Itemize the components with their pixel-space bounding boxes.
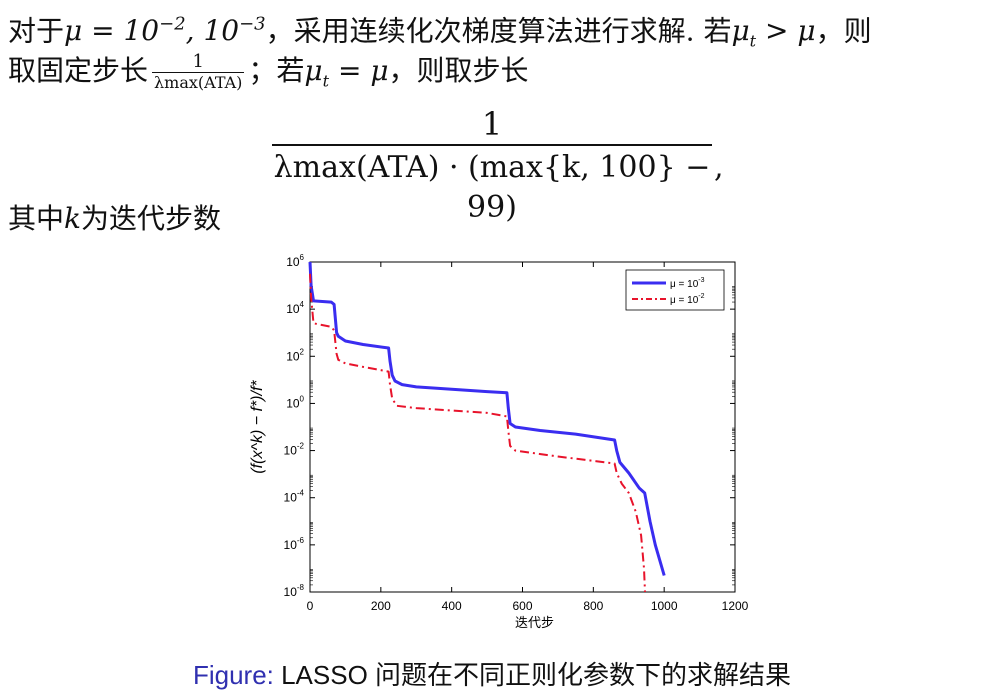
text-segment: 取固定步长 (8, 54, 149, 87)
math-gt: > μ (756, 14, 816, 48)
y-tick-label: 106 (286, 253, 304, 269)
y-axis-label: (f(x^k) − f*)/f* (249, 380, 266, 474)
text-segment: 其中 (8, 202, 65, 235)
series-line-1 (308, 261, 666, 576)
y-tick-label: 10-4 (284, 489, 305, 505)
y-tick-label: 100 (286, 394, 304, 410)
fraction-denominator: λmax(ATA) (152, 72, 245, 92)
y-tick-label: 104 (286, 300, 304, 316)
math-eq: = μ (329, 54, 389, 87)
text-segment: 对于 (8, 14, 65, 48)
x-tick-label: 800 (583, 599, 603, 613)
display-denominator: λmax(ATA) · (max{k, 100} − 99) (272, 144, 712, 228)
x-axis-label: 迭代步 (515, 615, 554, 630)
x-tick-label: 200 (371, 599, 391, 613)
display-fraction: 1 λmax(ATA) · (max{k, 100} − 99) (272, 104, 712, 228)
x-tick-label: 600 (512, 599, 532, 613)
caption-text: LASSO 问题在不同正则化参数下的求解结果 (273, 660, 792, 690)
math-mu-t-eq: μt = μ (304, 54, 389, 91)
series-line-2 (309, 273, 646, 593)
chart-root: 0 200 400 600 800 1000 1200 106 104 102 100 10-2 10-… (249, 253, 749, 630)
y-tick-label: 10-6 (284, 536, 305, 552)
math-sub-t: t (749, 31, 757, 51)
display-numerator: 1 (481, 105, 503, 143)
legend-label-1: μ = 10-3 (670, 277, 705, 290)
math-mu-values: μ = 10−2, 10−3 (64, 14, 266, 47)
text-segment: ，则取步长 (388, 54, 529, 87)
x-tick-label: 400 (442, 599, 462, 613)
y-tick-label: 102 (286, 347, 304, 363)
y-tick-label: 10-8 (284, 583, 305, 599)
math-exp-2: −3 (239, 14, 266, 35)
math-mu: μ (304, 54, 323, 87)
inline-fraction: 1 λmax(ATA) (152, 51, 245, 93)
caption-label: Figure: (192, 660, 274, 690)
legend-box (625, 269, 725, 311)
math-mu: μ (731, 14, 750, 48)
paragraph-line-1: 对于μ = 10−2, 10−3，采用连续化次梯度算法进行求解. 若μt > μ… (8, 8, 872, 59)
paragraph-line-2: 取固定步长 1 λmax(ATA) ；若μt = μ，则取步长 (8, 52, 529, 99)
math-sep: , 10 (185, 14, 240, 48)
text-segment: 为迭代步数 (80, 202, 221, 235)
text-segment: ；若 (248, 54, 305, 87)
text-segment: ，则 (815, 14, 872, 48)
y-tick-label: 10-2 (284, 442, 305, 458)
x-tick-label: 1200 (722, 599, 749, 613)
paragraph-line-3: 其中k为迭代步数 (8, 202, 221, 236)
math-exp-1: −2 (159, 14, 186, 35)
display-comma: , (714, 150, 724, 185)
figure-caption: Figure: LASSO 问题在不同正则化参数下的求解结果 (0, 655, 984, 692)
math-mu: μ = 10 (64, 14, 160, 48)
x-tick-label: 1000 (651, 599, 678, 613)
legend-label-2: μ = 10-2 (670, 293, 705, 306)
text-segment: ，采用连续化次梯度算法进行求解. 若 (265, 14, 732, 48)
math-k: k (64, 202, 81, 235)
math-sub-t: t (322, 71, 330, 91)
x-tick-label: 0 (307, 599, 314, 613)
fraction-numerator: 1 (192, 51, 204, 72)
math-mu-t: μt > μ (731, 14, 816, 51)
